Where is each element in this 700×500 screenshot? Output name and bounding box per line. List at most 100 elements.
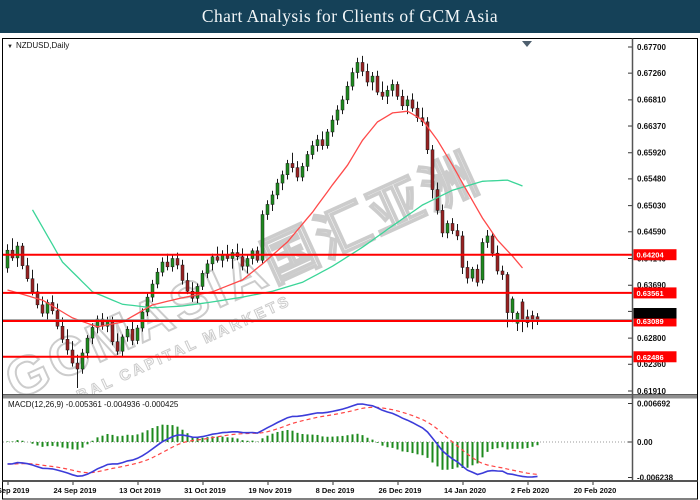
- candle: [465, 267, 470, 279]
- pane-splitter[interactable]: [3, 394, 697, 399]
- price-axis-label: 0.66370: [637, 122, 666, 131]
- candle: [405, 99, 410, 107]
- date-axis-label[interactable]: 2 Feb 2020: [511, 486, 549, 495]
- candle: [480, 242, 485, 281]
- macd-axis-label: 0.006692: [637, 399, 671, 408]
- candle: [185, 280, 190, 292]
- price-tag: [633, 351, 677, 363]
- candle: [205, 263, 210, 274]
- candle: [515, 312, 520, 324]
- price-axis-label: 0.63690: [637, 281, 666, 290]
- candle: [500, 270, 505, 275]
- candle: [75, 362, 80, 370]
- date-axis-label[interactable]: 14 Jan 2020: [444, 486, 486, 495]
- current-price-black-tag: [633, 308, 677, 319]
- candle: [400, 96, 405, 107]
- candle: [150, 283, 155, 298]
- candle: [160, 261, 165, 273]
- candle: [80, 352, 85, 370]
- price-tag: [633, 315, 677, 327]
- ma-slow-green-line: [31, 179, 523, 309]
- candle: [25, 265, 30, 279]
- macd-main-line: [7, 403, 538, 478]
- candle: [135, 327, 140, 341]
- price-axis-label: 0.65480: [637, 175, 666, 184]
- candle: [210, 256, 215, 265]
- date-axis-label[interactable]: 24 Sep 2019: [54, 486, 97, 495]
- candle: [355, 62, 360, 73]
- chart-window-frame: [2, 38, 698, 500]
- candle: [495, 252, 500, 272]
- macd-indicator-label: MACD(12,26,9) -0.005361 -0.004936 -0.000…: [8, 400, 179, 409]
- candle: [370, 75, 375, 83]
- price-axis-label: 0.66810: [637, 96, 666, 105]
- symbol-label[interactable]: ▼ NZDUSD,Daily: [7, 41, 69, 50]
- candle: [200, 273, 205, 287]
- date-axis-label[interactable]: 8 Dec 2019: [316, 486, 355, 495]
- candle: [395, 84, 400, 97]
- price-axis-label: 0.64590: [637, 228, 666, 237]
- price-tag: [633, 287, 677, 299]
- date-axis-label[interactable]: 20 Feb 2020: [574, 486, 617, 495]
- candle: [180, 264, 185, 281]
- page-title: Chart Analysis for Clients of GCM Asia: [201, 6, 499, 26]
- price-axis-label: 0.67700: [637, 43, 666, 52]
- candle: [125, 328, 130, 338]
- candle: [335, 109, 340, 121]
- candle: [290, 163, 295, 168]
- price-axis-label: 0.65920: [637, 149, 666, 158]
- candle: [90, 327, 95, 339]
- chart-shift-marker-icon[interactable]: [522, 41, 532, 47]
- candle: [435, 189, 440, 211]
- candle: [295, 167, 300, 178]
- price-axis-label: 0.62800: [637, 334, 666, 343]
- chevron-down-icon: ▼: [7, 44, 13, 50]
- candle: [85, 337, 90, 354]
- candle: [170, 258, 175, 268]
- candle: [215, 256, 220, 261]
- candle: [485, 235, 490, 243]
- date-axis-label[interactable]: 26 Dec 2019: [379, 486, 422, 495]
- candle: [490, 235, 495, 254]
- candle: [265, 204, 270, 215]
- candle: [470, 268, 475, 279]
- price-axis-label: 0.62360: [637, 360, 666, 369]
- price-tag-label: 0.62486: [637, 353, 664, 362]
- price-tag-label: 0.63089: [637, 317, 664, 326]
- candle: [375, 75, 380, 93]
- candle: [130, 328, 135, 341]
- candle: [325, 131, 330, 146]
- date-axis-label[interactable]: 5 Sep 2019: [0, 486, 29, 495]
- candle: [520, 301, 525, 320]
- candle: [65, 339, 70, 351]
- candle: [280, 174, 285, 184]
- candle: [240, 256, 245, 267]
- macd-axis-label: 0.00: [637, 438, 653, 447]
- price-tag: [633, 249, 677, 261]
- candle: [15, 245, 20, 259]
- date-axis-label[interactable]: 31 Oct 2019: [184, 486, 226, 495]
- candle: [270, 194, 275, 205]
- candle: [445, 223, 450, 234]
- candle: [360, 62, 365, 72]
- title-bar: Chart Analysis for Clients of GCM Asia: [0, 0, 700, 33]
- candle: [455, 230, 460, 237]
- symbol-label-text: NZDUSD,Daily: [15, 41, 70, 50]
- candle: [380, 91, 385, 97]
- date-axis-label[interactable]: 19 Nov 2019: [248, 486, 291, 495]
- candle: [55, 310, 60, 327]
- candle: [365, 71, 370, 83]
- price-tag-label: 0.64204: [637, 251, 665, 260]
- candle: [310, 145, 315, 155]
- date-axis-label[interactable]: 13 Oct 2019: [119, 486, 161, 495]
- candle: [320, 139, 325, 146]
- candle: [20, 245, 25, 266]
- candle: [40, 304, 45, 314]
- candle: [385, 90, 390, 97]
- candle: [510, 298, 515, 313]
- candle: [155, 271, 160, 285]
- candle: [390, 84, 395, 91]
- price-axis-label: 0.61910: [637, 387, 666, 396]
